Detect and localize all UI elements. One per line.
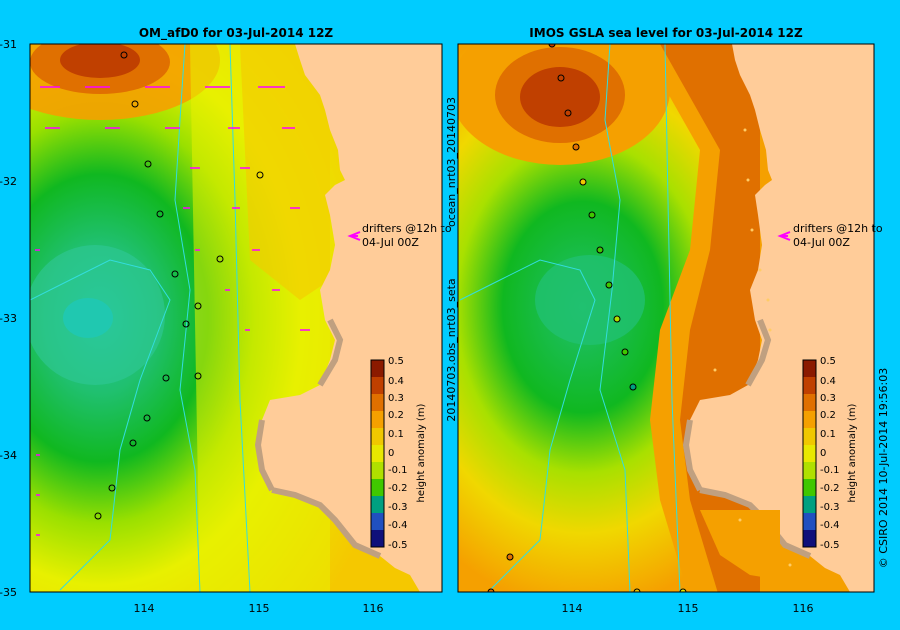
lon-tick-label: 116 — [793, 602, 814, 615]
land-mass-right — [686, 44, 874, 592]
drifter-points-left — [94, 51, 264, 520]
side-label-bottom: 20140703.obs_nrt03_seta — [445, 278, 458, 421]
cbar-right-tick: 0.4 — [820, 376, 836, 387]
cbar-right-tick: -0.4 — [820, 520, 840, 531]
drifter-label-left-line2: 04-Jul 00Z — [362, 236, 419, 249]
lat-tick-label: -31 — [0, 38, 17, 51]
cbar-left-tick: -0.3 — [388, 502, 408, 513]
drifter-legend-left — [347, 231, 361, 241]
land-mass-left — [258, 44, 442, 592]
cbar-left-tick: -0.4 — [388, 520, 408, 531]
cbar-left-tick: 0.5 — [388, 356, 404, 367]
drifter-points-right — [487, 44, 687, 592]
cbar-right-tick: -0.5 — [820, 540, 840, 551]
colorbar-left — [370, 359, 385, 548]
credit-text: © CSIRO 2014 10-Jul-2014 19:56:03 — [877, 368, 890, 568]
drifter-legend-right — [777, 231, 791, 241]
left-map-panel — [30, 44, 442, 592]
cbar-right-tick: 0.3 — [820, 393, 836, 404]
cbar-left-tick: 0.3 — [388, 393, 404, 404]
lat-tick-label: -35 — [0, 586, 17, 599]
cbar-right-tick: -0.1 — [820, 465, 840, 476]
side-label-top: ocean_nrt03_20140703 — [445, 97, 458, 227]
lon-tick-label: 114 — [562, 602, 583, 615]
cbar-right-tick: -0.3 — [820, 502, 840, 513]
colorbar-left-label: height anomaly (m) — [416, 403, 427, 502]
cbar-left-tick: 0.2 — [388, 410, 404, 421]
lat-tick-label: -33 — [0, 312, 17, 325]
cbar-right-tick: 0.2 — [820, 410, 836, 421]
drifter-label-right-line2: 04-Jul 00Z — [793, 236, 850, 249]
colorbar-right — [802, 359, 817, 548]
left-panel-title: OM_afD0 for 03-Jul-2014 12Z — [139, 26, 334, 41]
lon-tick-label: 115 — [678, 602, 699, 615]
colorbar-right-label: height anomaly (m) — [847, 403, 858, 502]
cbar-left-tick: 0 — [388, 448, 394, 459]
cbar-left-tick: -0.1 — [388, 465, 408, 476]
cbar-left-tick: 0.4 — [388, 376, 404, 387]
drifter-arrows-left — [35, 86, 310, 536]
lon-tick-label: 114 — [134, 602, 155, 615]
drifter-label-left-line1: drifters @12h to — [362, 222, 452, 235]
cbar-right-tick: 0.5 — [820, 356, 836, 367]
drifter-label-right-line1: drifters @12h to — [793, 222, 883, 235]
cbar-left-tick: 0.1 — [388, 429, 404, 440]
lon-tick-label: 116 — [363, 602, 384, 615]
cbar-right-tick: -0.2 — [820, 483, 840, 494]
cbar-left-tick: -0.2 — [388, 483, 408, 494]
lat-tick-label: -34 — [0, 449, 17, 462]
lat-tick-label: -32 — [0, 175, 17, 188]
lon-tick-label: 115 — [249, 602, 270, 615]
cbar-right-tick: 0 — [820, 448, 826, 459]
right-panel-title: IMOS GSLA sea level for 03-Jul-2014 12Z — [529, 26, 803, 40]
cbar-left-tick: -0.5 — [388, 540, 408, 551]
cbar-right-tick: 0.1 — [820, 429, 836, 440]
